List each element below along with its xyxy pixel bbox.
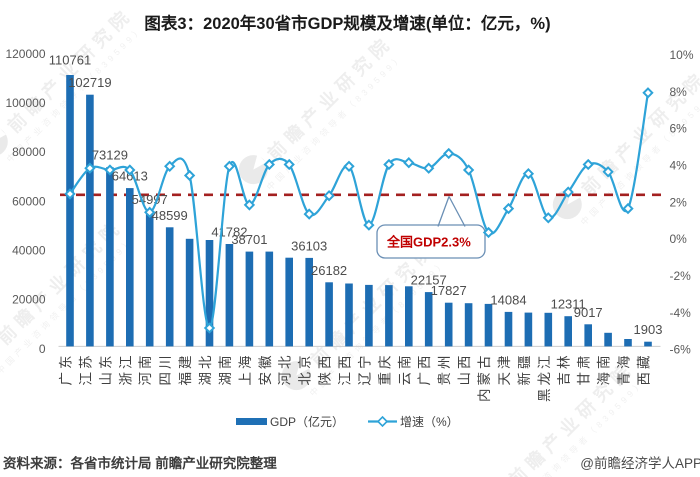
svg-text:17827: 17827	[431, 283, 467, 298]
svg-text:-2%: -2%	[670, 269, 692, 283]
svg-text:重庆: 重庆	[377, 353, 392, 386]
svg-text:江苏: 江苏	[78, 353, 93, 386]
svg-text:0: 0	[39, 342, 46, 356]
svg-text:64613: 64613	[112, 169, 148, 184]
svg-text:全国GDP2.3%: 全国GDP2.3%	[386, 235, 471, 250]
svg-text:0%: 0%	[670, 232, 688, 246]
svg-text:天津: 天津	[497, 353, 512, 386]
svg-text:陕西: 陕西	[318, 353, 333, 386]
svg-text:80000: 80000	[12, 145, 46, 159]
svg-text:内蒙古: 内蒙古	[477, 353, 492, 403]
svg-text:江西: 江西	[338, 353, 353, 386]
svg-text:河北: 河北	[278, 353, 293, 386]
svg-text:山东: 山东	[98, 353, 113, 386]
svg-text:38701: 38701	[231, 232, 267, 247]
svg-text:浙江: 浙江	[118, 353, 133, 386]
svg-text:山西: 山西	[457, 353, 472, 386]
svg-text:14084: 14084	[490, 292, 526, 307]
svg-text:上海: 上海	[238, 353, 253, 386]
svg-text:36103: 36103	[291, 238, 327, 253]
svg-text:1903: 1903	[634, 322, 663, 337]
svg-text:贵州: 贵州	[437, 353, 452, 386]
svg-text:湖南: 湖南	[218, 353, 233, 386]
svg-text:20000: 20000	[12, 293, 46, 307]
svg-text:4%: 4%	[670, 159, 688, 173]
svg-text:48599: 48599	[152, 208, 188, 223]
svg-text:110761: 110761	[49, 53, 91, 68]
svg-text:黑龙江: 黑龙江	[537, 353, 552, 403]
svg-text:2%: 2%	[670, 195, 688, 209]
svg-text:吉林: 吉林	[557, 353, 572, 386]
svg-text:6%: 6%	[670, 122, 688, 136]
svg-text:120000: 120000	[5, 47, 45, 61]
svg-text:100000: 100000	[5, 96, 45, 110]
svg-text:广西: 广西	[417, 353, 432, 386]
svg-text:40000: 40000	[12, 244, 46, 258]
svg-text:GDP（亿元）: GDP（亿元）	[270, 414, 344, 429]
svg-text:新疆: 新疆	[517, 353, 532, 386]
svg-text:12311: 12311	[551, 297, 586, 312]
svg-text:54997: 54997	[132, 192, 168, 207]
svg-text:湖北: 湖北	[198, 353, 213, 386]
svg-text:广东: 广东	[59, 353, 74, 386]
svg-text:60000: 60000	[12, 194, 46, 208]
svg-text:-6%: -6%	[670, 343, 692, 357]
svg-text:9017: 9017	[574, 305, 603, 320]
svg-text:102719: 102719	[68, 75, 111, 90]
svg-text:西藏: 西藏	[637, 353, 652, 386]
svg-text:-4%: -4%	[670, 306, 692, 320]
svg-text:增速（%）: 增速（%）	[400, 415, 459, 429]
svg-text:22157: 22157	[411, 273, 447, 288]
svg-text:10%: 10%	[670, 48, 694, 62]
svg-text:安徽: 安徽	[258, 353, 273, 386]
svg-text:四川: 四川	[158, 353, 173, 386]
svg-text:8%: 8%	[670, 85, 688, 99]
svg-text:甘肃: 甘肃	[577, 353, 592, 386]
svg-text:海南: 海南	[597, 353, 612, 386]
svg-text:北京: 北京	[298, 353, 313, 386]
svg-text:青海: 青海	[617, 353, 632, 386]
svg-text:云南: 云南	[397, 353, 412, 386]
svg-text:辽宁: 辽宁	[356, 353, 372, 386]
svg-text:73129: 73129	[92, 148, 128, 163]
svg-text:福建: 福建	[178, 353, 193, 386]
svg-text:26182: 26182	[311, 263, 347, 278]
svg-text:河南: 河南	[138, 353, 153, 386]
